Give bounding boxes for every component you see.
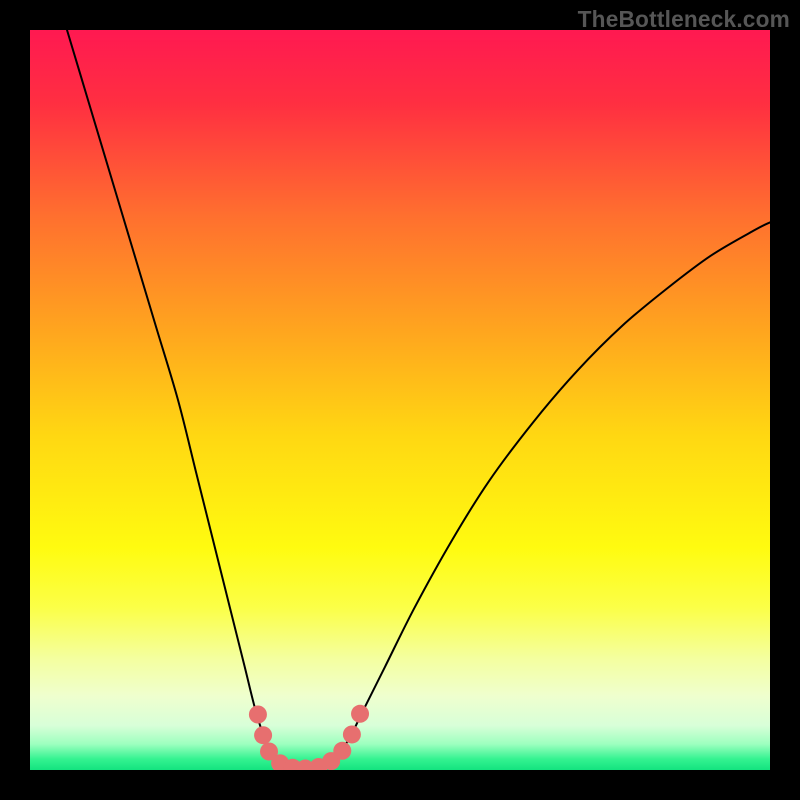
curve-marker (249, 706, 267, 724)
watermark-text: TheBottleneck.com (578, 6, 790, 33)
curve-marker (254, 726, 272, 744)
curve-marker (351, 705, 369, 723)
plot-area (30, 30, 770, 770)
curve-markers (30, 30, 770, 770)
curve-marker (343, 725, 361, 743)
chart-frame: TheBottleneck.com (0, 0, 800, 800)
curve-marker (333, 742, 351, 760)
